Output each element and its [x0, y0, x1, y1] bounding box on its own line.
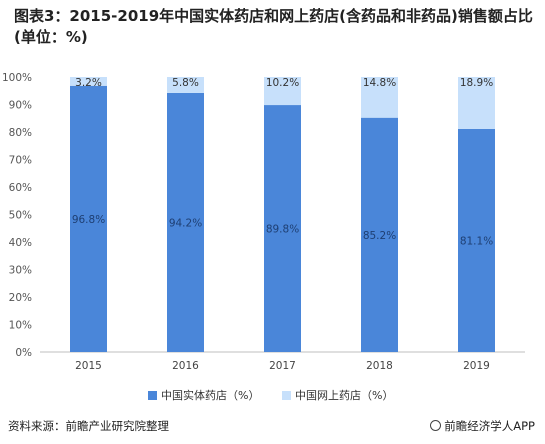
y-tick-label: 100%	[2, 72, 32, 84]
bar-offline	[361, 117, 398, 352]
legend-item-offline: 中国实体药店（%）	[148, 387, 259, 403]
x-tick-label: 2019	[463, 360, 490, 372]
data-label-offline: 85.2%	[363, 230, 396, 242]
data-label-offline: 81.1%	[460, 235, 493, 247]
y-tick-label: 50%	[9, 210, 32, 222]
x-tick-label: 2018	[366, 360, 393, 372]
legend-swatch-online	[282, 391, 291, 400]
data-label-online: 14.8%	[363, 77, 396, 89]
bar-offline	[458, 128, 495, 352]
legend-item-online: 中国网上药店（%）	[282, 387, 393, 403]
y-tick-label: 40%	[9, 237, 32, 249]
legend-label-offline: 中国实体药店（%）	[161, 389, 260, 402]
source-note: 资料来源：前瞻产业研究院整理	[8, 419, 169, 433]
y-tick-label: 0%	[15, 347, 32, 359]
data-label-online: 3.2%	[75, 77, 102, 89]
brand-logo-icon	[430, 420, 442, 431]
x-tick-label: 2017	[269, 360, 296, 372]
y-tick-label: 60%	[9, 182, 32, 194]
legend-swatch-offline	[148, 391, 157, 400]
data-label-offline: 89.8%	[266, 224, 299, 236]
data-label-online: 18.9%	[460, 77, 493, 89]
bar-offline	[264, 105, 301, 352]
x-tick-label: 2015	[75, 360, 102, 372]
y-tick-label: 30%	[9, 265, 32, 277]
data-label-offline: 96.8%	[72, 214, 105, 226]
y-tick-label: 70%	[9, 155, 32, 167]
data-label-offline: 94.2%	[169, 217, 202, 229]
legend-label-online: 中国网上药店（%）	[295, 389, 394, 402]
bar-online	[458, 77, 495, 129]
y-tick-label: 20%	[9, 292, 32, 304]
brand-name: 前瞻经济学人APP	[444, 419, 535, 433]
y-tick-label: 10%	[9, 320, 32, 332]
bar-online	[167, 77, 204, 93]
brand-credit: 前瞻经济学人APP	[430, 418, 535, 434]
bar-online	[70, 77, 107, 86]
bar-online	[361, 77, 398, 118]
x-tick-label: 2016	[172, 360, 199, 372]
bar-online	[264, 77, 301, 106]
data-label-online: 5.8%	[172, 77, 199, 89]
bar-offline	[70, 85, 107, 353]
data-label-online: 10.2%	[266, 77, 299, 89]
chart-title: 图表3：2015-2019年中国实体药店和网上药店(含药品和非药品)销售额占比(…	[14, 7, 533, 46]
bar-offline	[167, 92, 204, 352]
y-tick-label: 90%	[9, 100, 32, 112]
y-tick-label: 80%	[9, 127, 32, 139]
